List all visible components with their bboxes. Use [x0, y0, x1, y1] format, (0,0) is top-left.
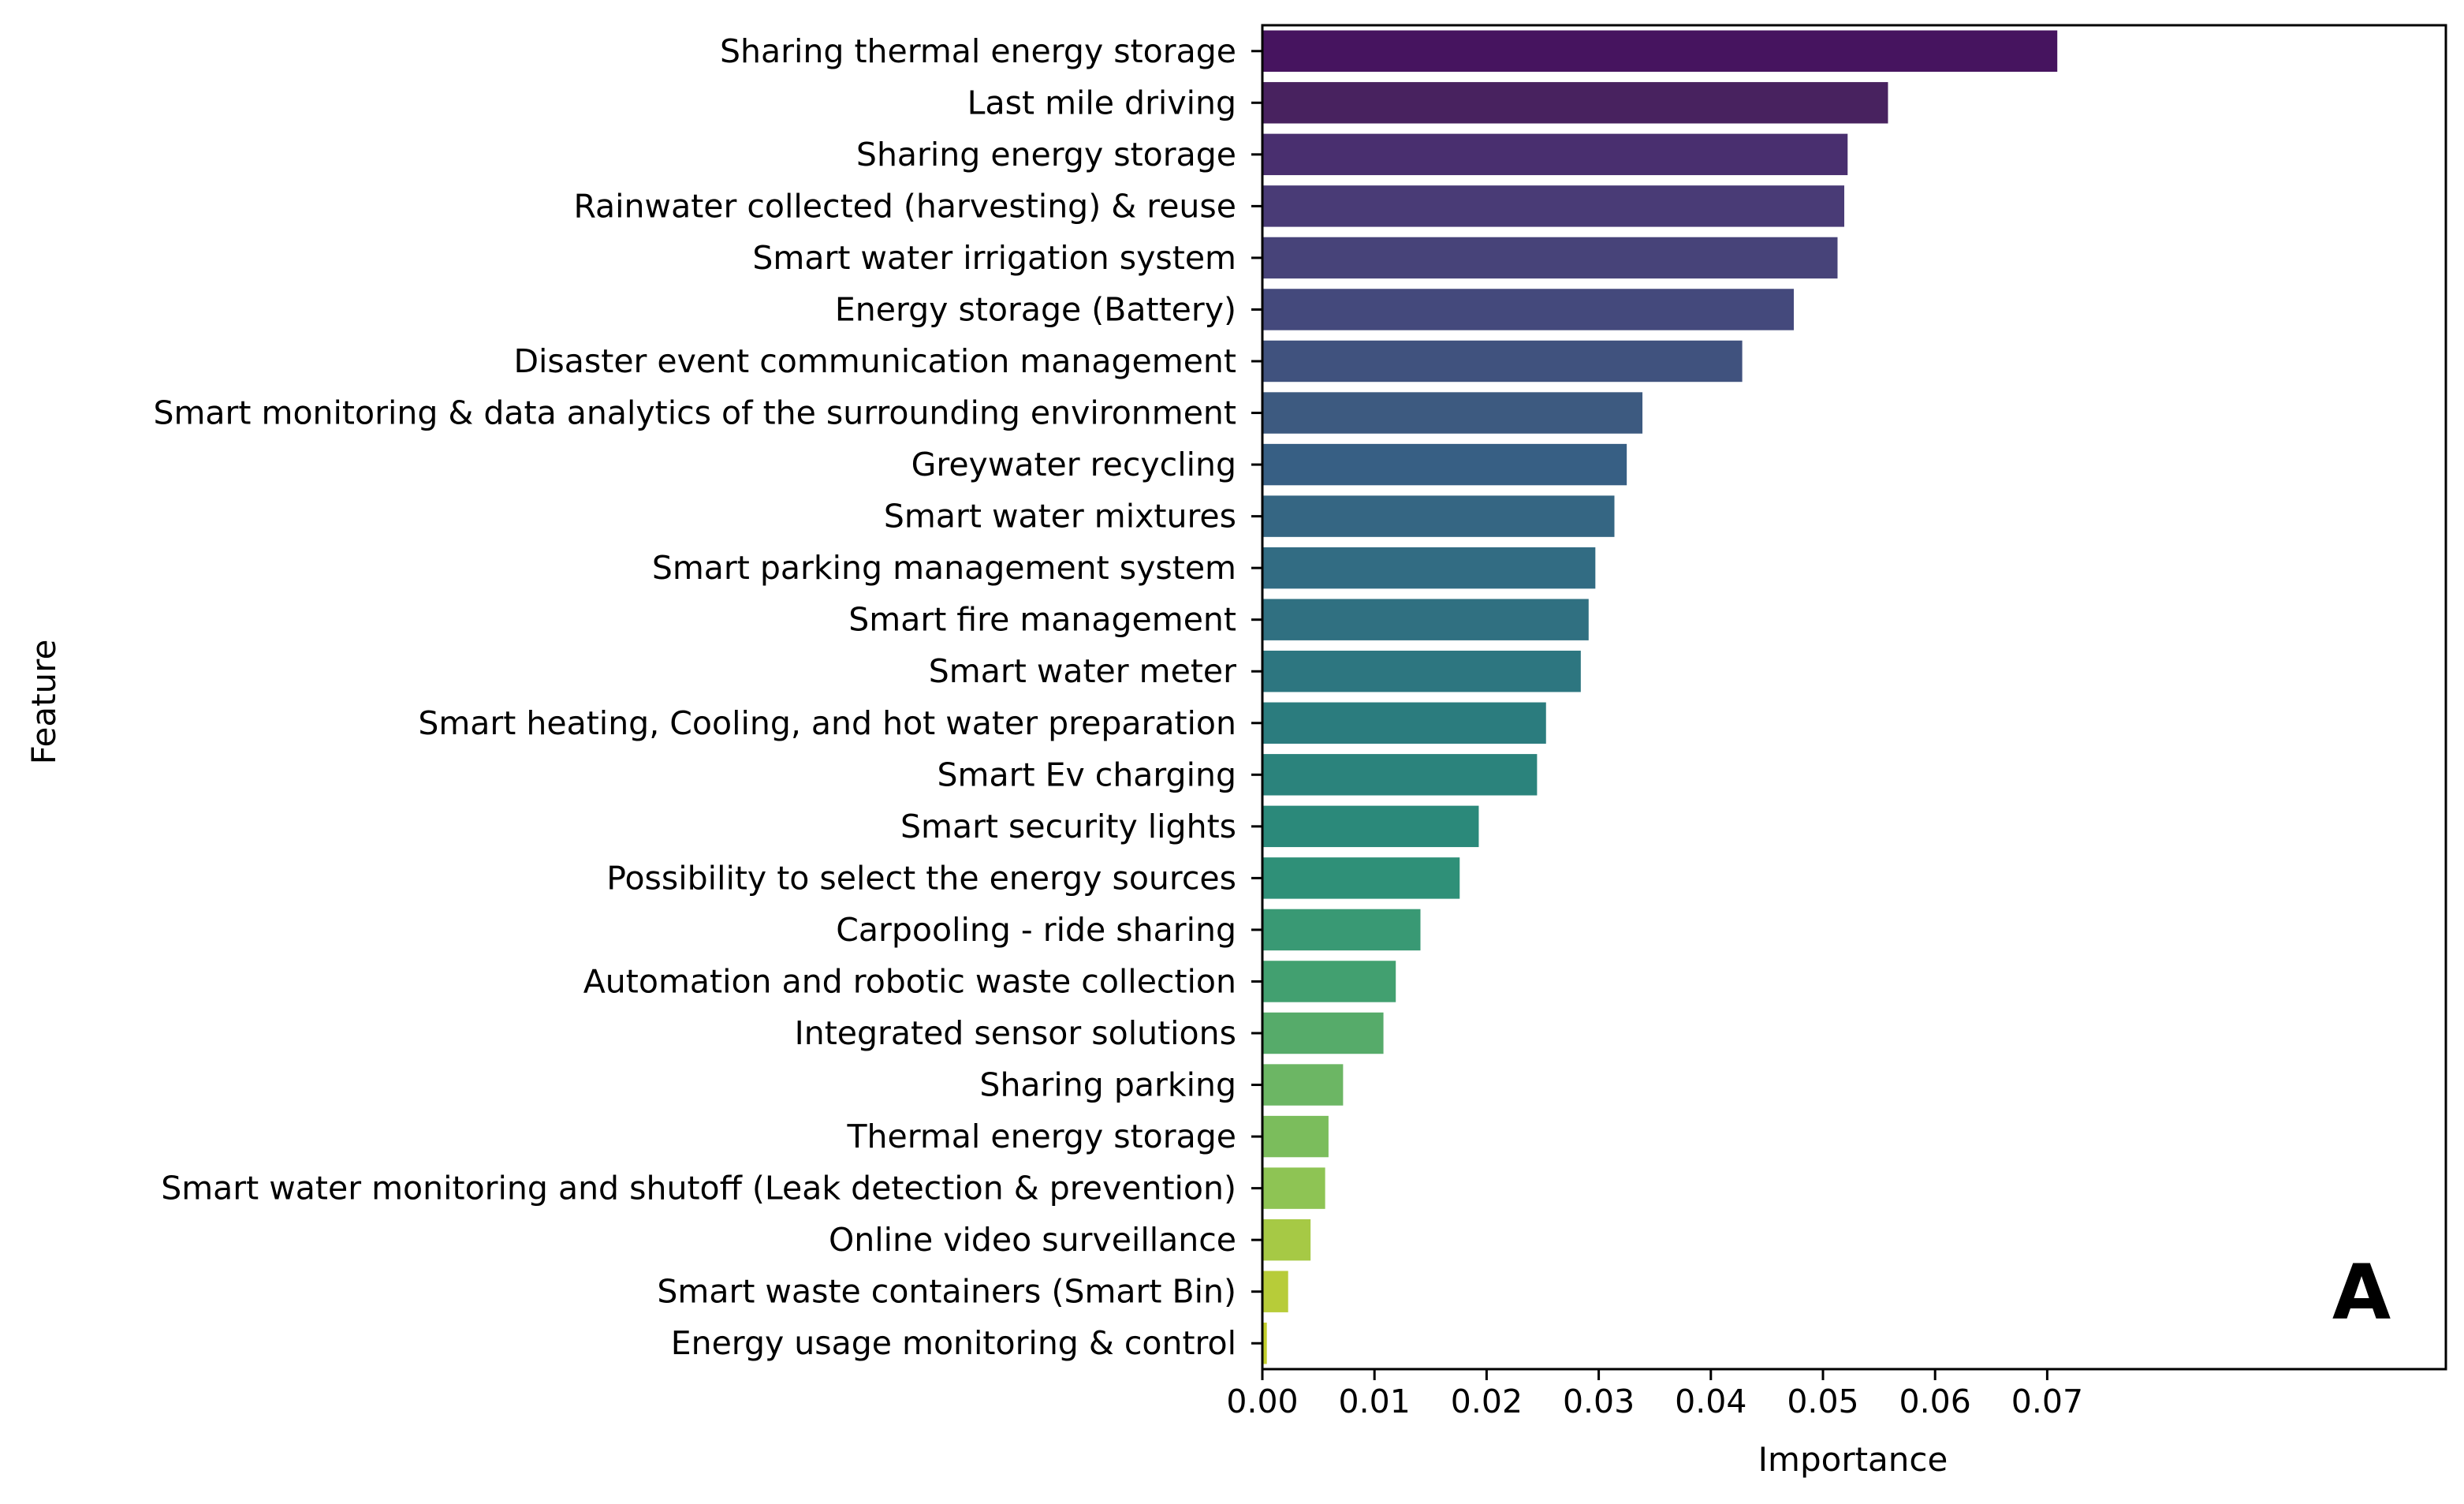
x-tick-label: 0.02	[1451, 1383, 1523, 1420]
bar	[1262, 1012, 1384, 1054]
bar	[1262, 495, 1615, 537]
bar	[1262, 702, 1546, 744]
y-tick-label: Smart water mixtures	[884, 498, 1236, 536]
y-tick-label: Smart security lights	[900, 808, 1236, 845]
bar	[1262, 392, 1643, 434]
bar	[1262, 237, 1838, 279]
y-tick-label: Smart waste containers (Smart Bin)	[657, 1273, 1236, 1311]
bar	[1262, 1167, 1325, 1209]
category-labels-group: Sharing thermal energy storage Last mile …	[153, 32, 1236, 1362]
bar	[1262, 547, 1596, 589]
bar	[1262, 30, 2058, 72]
y-tick-label: Smart water irrigation system	[752, 239, 1236, 277]
y-tick-label: Thermal energy storage	[846, 1118, 1236, 1155]
y-tick-label: Possibility to select the energy sources	[606, 859, 1236, 897]
bar	[1262, 443, 1627, 486]
bar	[1262, 185, 1845, 227]
x-tick-label: 0.04	[1675, 1383, 1746, 1420]
bar	[1262, 1115, 1329, 1158]
y-tick-label: Smart parking management system	[652, 549, 1236, 587]
bar	[1262, 82, 1888, 124]
x-tick-label: 0.07	[2011, 1383, 2083, 1420]
bar	[1262, 857, 1460, 899]
y-tick-label: Energy usage monitoring & control	[671, 1324, 1236, 1362]
y-axis-label: Feature	[24, 640, 63, 765]
bar	[1262, 289, 1795, 330]
y-tick-label: Automation and robotic waste collection	[583, 962, 1236, 1000]
bar	[1262, 805, 1479, 848]
bar	[1262, 133, 1848, 176]
y-tick-label: Smart water monitoring and shutoff (Leak…	[161, 1170, 1236, 1207]
y-tick-label: Integrated sensor solutions	[795, 1014, 1236, 1052]
bar	[1262, 651, 1581, 692]
y-tick-label: Online video surveillance	[829, 1221, 1236, 1259]
x-tick-label: 0.00	[1226, 1383, 1298, 1420]
y-tick-label: Smart monitoring & data analytics of the…	[153, 394, 1236, 432]
y-tick-label: Smart heating, Cooling, and hot water pr…	[418, 704, 1236, 742]
y-tick-label: Sharing energy storage	[856, 136, 1236, 174]
y-tick-label: Last mile driving	[967, 84, 1236, 121]
y-tick-label: Smart fire management	[848, 601, 1236, 639]
plot-frame	[1261, 24, 2447, 1371]
x-tick-label: 0.06	[1899, 1383, 1971, 1420]
bar	[1262, 1219, 1311, 1261]
bar	[1262, 754, 1538, 796]
y-tick-label: Carpooling - ride sharing	[836, 911, 1236, 949]
x-axis-label: Importance	[1758, 1440, 1948, 1479]
x-ticks-group: 0.00 0.01 0.02 0.03 0.04 0.05 0.06 0.07	[1226, 1369, 2083, 1420]
category-ticks-group	[1251, 50, 1262, 1345]
bar	[1262, 599, 1589, 640]
y-tick-label: Sharing parking	[979, 1066, 1236, 1104]
y-tick-label: Smart water meter	[929, 652, 1236, 690]
y-tick-label: Disaster event communication management	[513, 342, 1236, 380]
panel-label: A	[2332, 1248, 2391, 1337]
bar	[1262, 340, 1743, 383]
bar	[1262, 1323, 1267, 1364]
y-tick-label: Energy storage (Battery)	[835, 290, 1236, 328]
y-tick-label: Smart Ev charging	[938, 756, 1236, 793]
x-tick-label: 0.03	[1563, 1383, 1635, 1420]
x-tick-label: 0.01	[1339, 1383, 1411, 1420]
bar	[1262, 1271, 1288, 1312]
bar	[1262, 1064, 1344, 1106]
bar	[1262, 961, 1396, 1002]
x-tick-label: 0.05	[1787, 1383, 1858, 1420]
y-tick-label: Sharing thermal energy storage	[720, 32, 1236, 70]
y-tick-label: Rainwater collected (harvesting) & reuse	[573, 187, 1236, 225]
bar	[1262, 909, 1421, 951]
y-tick-label: Greywater recycling	[911, 446, 1236, 483]
bars-group	[1262, 30, 2058, 1364]
